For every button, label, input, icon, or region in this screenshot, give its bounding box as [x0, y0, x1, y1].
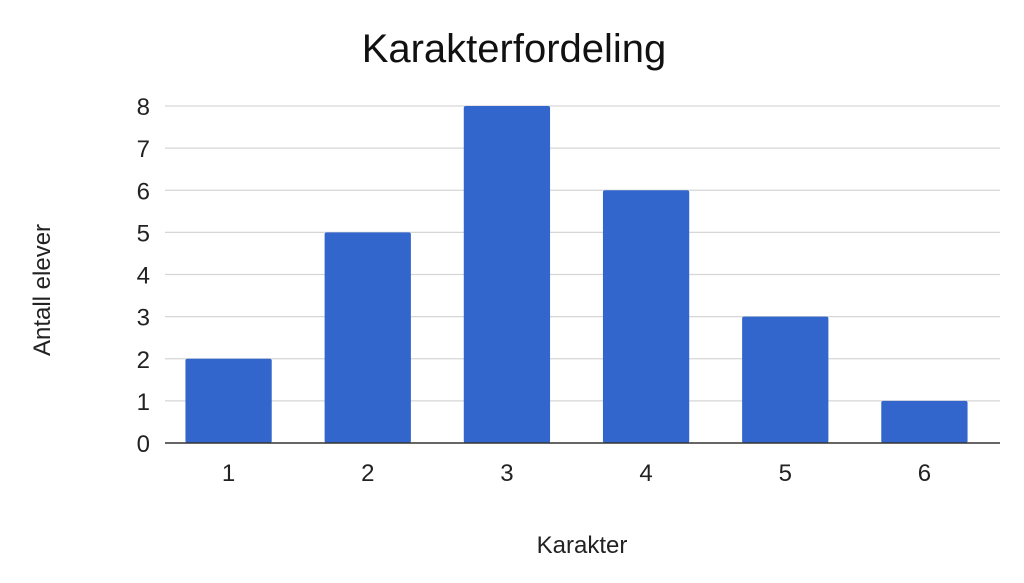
x-tick-label: 4 — [639, 460, 652, 487]
y-tick-label: 0 — [137, 431, 150, 458]
gridlines — [165, 105, 1000, 402]
y-tick-label: 7 — [137, 136, 150, 163]
bar — [324, 232, 411, 443]
bar — [742, 316, 829, 443]
chart-title: Karakterfordeling — [362, 27, 667, 71]
bars — [185, 106, 968, 443]
bar — [463, 106, 551, 443]
y-tick-label: 4 — [137, 263, 150, 290]
x-axis-ticks: 1 2 3 4 5 6 — [222, 460, 931, 487]
y-tick-label: 3 — [137, 305, 150, 332]
x-tick-label: 6 — [918, 460, 931, 487]
y-axis-label: Antall elever — [29, 224, 56, 356]
x-tick-label: 5 — [779, 460, 792, 487]
y-tick-label: 8 — [137, 94, 150, 121]
x-tick-label: 2 — [361, 460, 374, 487]
y-axis-ticks: 0 1 2 3 4 5 6 7 8 — [137, 94, 150, 458]
y-tick-label: 2 — [137, 347, 150, 374]
bar — [881, 400, 968, 443]
y-tick-label: 5 — [137, 220, 150, 247]
y-tick-label: 1 — [137, 389, 150, 416]
bar — [185, 358, 272, 443]
y-tick-label: 6 — [137, 178, 150, 205]
bar — [602, 190, 690, 443]
x-tick-label: 1 — [222, 460, 235, 487]
x-axis-label: Karakter — [537, 532, 628, 559]
x-tick-label: 3 — [500, 460, 513, 487]
